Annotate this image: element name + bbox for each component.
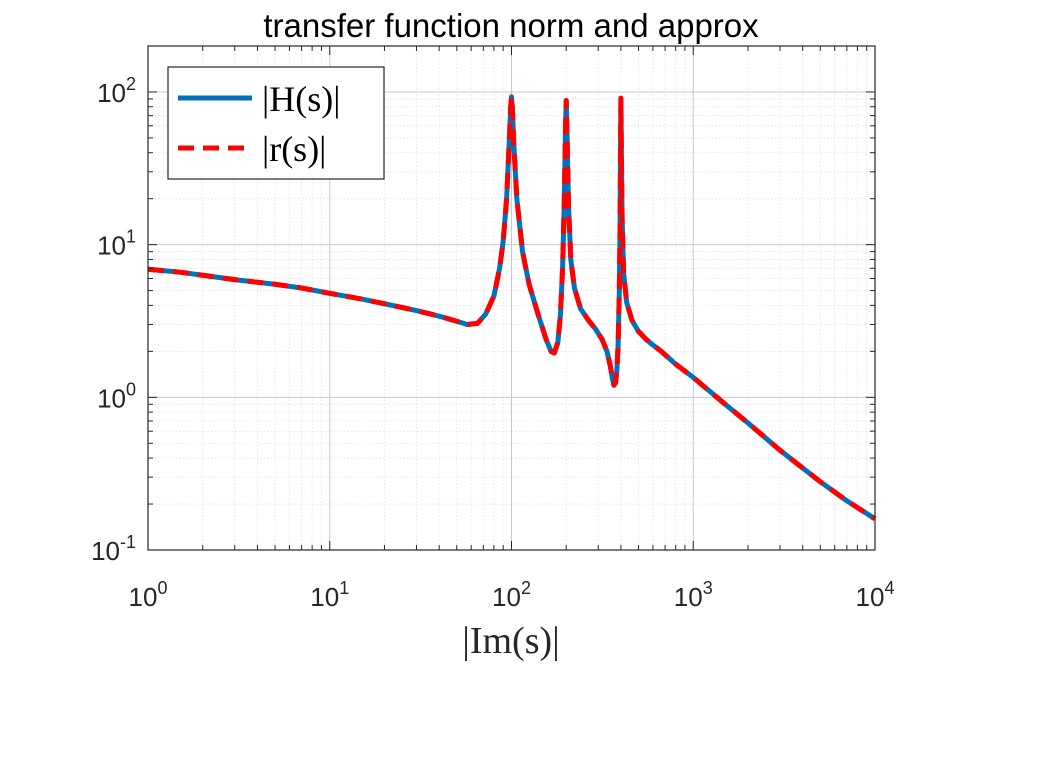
- legend-label-r: |r(s)|: [262, 129, 326, 169]
- y-tick-label: 102: [97, 74, 136, 108]
- series-line-1: [147, 94, 877, 521]
- y-tick-label: 101: [97, 227, 136, 261]
- x-axis-label: |Im(s)|: [462, 620, 560, 662]
- legend-label-h: |H(s)|: [262, 79, 340, 119]
- x-tick-label: 103: [674, 578, 713, 612]
- x-tick-labels: 100 101 102 103 104: [129, 578, 895, 612]
- chart-title: transfer function norm and approx: [263, 7, 759, 44]
- y-tick-labels: 10-1 100 101 102: [91, 74, 136, 566]
- axis-ticks: [147, 45, 875, 551]
- y-tick-label: 100: [97, 379, 136, 413]
- x-tick-label: 102: [492, 578, 531, 612]
- x-tick-label: 101: [310, 578, 349, 612]
- legend-box: [167, 66, 385, 180]
- series-layer: [147, 94, 877, 521]
- legend: |H(s)| |r(s)|: [167, 66, 385, 180]
- x-tick-label: 104: [856, 578, 895, 612]
- x-tick-label: 100: [129, 578, 168, 612]
- y-tick-label: 10-1: [91, 532, 136, 566]
